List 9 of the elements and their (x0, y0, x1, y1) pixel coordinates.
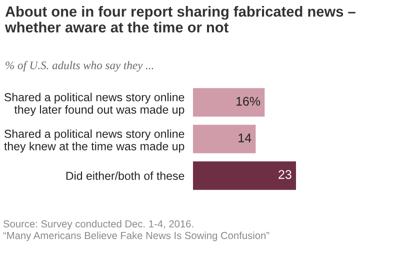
y-tick-label: Did either/both of these (66, 171, 184, 180)
data-label: 14 (238, 134, 252, 142)
chart-title: About one in four report sharing fabricated news – whether aware at the time or not (4, 6, 356, 32)
y-tick-label: Shared a political news story online they knew at the time was made up (4, 129, 184, 153)
data-label: 23 (278, 170, 292, 179)
data-label: 16% (236, 96, 260, 106)
source-note: Source: Survey conducted Dec. 1-4, 2016. “Many Americans Believe Fake News Is Sowing Confusion” (3, 220, 270, 242)
y-tick-label: Shared a political news story online they later found out was made up (4, 92, 184, 116)
text: % of U.S. adults who say they ... (6, 61, 154, 72)
